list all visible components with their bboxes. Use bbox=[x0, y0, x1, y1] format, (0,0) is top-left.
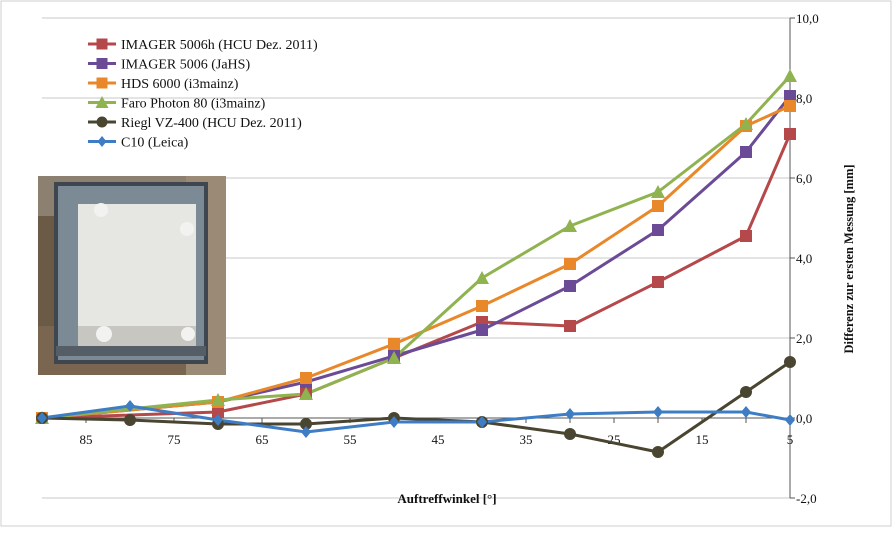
legend-label: HDS 6000 (i3mainz) bbox=[121, 77, 239, 92]
data-point bbox=[97, 136, 107, 147]
legend-label: IMAGER 5006 (JaHS) bbox=[121, 58, 250, 73]
y-axis-label: Differenz zur ersten Messung [mm] bbox=[842, 164, 856, 353]
x-tick-label: 65 bbox=[256, 432, 269, 447]
data-point bbox=[211, 393, 225, 406]
data-point bbox=[565, 408, 575, 420]
data-point bbox=[96, 77, 108, 89]
y-tick-label: 10,0 bbox=[796, 11, 819, 26]
x-tick-label: 75 bbox=[168, 432, 181, 447]
data-point bbox=[124, 414, 136, 426]
data-point bbox=[476, 324, 488, 336]
data-point bbox=[389, 416, 399, 428]
data-point bbox=[564, 258, 576, 270]
series-markers bbox=[35, 69, 797, 458]
data-point bbox=[387, 351, 401, 364]
y-tick-label: 2,0 bbox=[796, 331, 812, 346]
data-point bbox=[783, 69, 797, 82]
data-point bbox=[299, 387, 313, 400]
data-point bbox=[213, 414, 223, 426]
y-tick-label: 8,0 bbox=[796, 91, 812, 106]
data-point bbox=[96, 58, 108, 69]
data-point bbox=[652, 200, 664, 212]
data-point bbox=[651, 185, 665, 198]
data-point bbox=[741, 406, 751, 418]
data-point bbox=[95, 96, 109, 108]
x-tick-label: 5 bbox=[787, 432, 794, 447]
data-point bbox=[652, 276, 664, 288]
data-point bbox=[740, 230, 752, 242]
data-point bbox=[475, 271, 489, 284]
data-point bbox=[300, 372, 312, 384]
data-point bbox=[388, 338, 400, 350]
data-point bbox=[740, 146, 752, 158]
data-point bbox=[653, 406, 663, 418]
legend-label: IMAGER 5006h (HCU Dez. 2011) bbox=[121, 38, 318, 53]
data-point bbox=[564, 280, 576, 292]
data-point bbox=[739, 117, 753, 130]
inset-photo bbox=[38, 176, 226, 375]
data-point bbox=[563, 219, 577, 232]
series-line bbox=[41, 360, 791, 454]
data-point bbox=[564, 320, 576, 332]
y-tick-label: 6,0 bbox=[796, 171, 812, 186]
data-point bbox=[740, 386, 752, 398]
y-tick-label: -2,0 bbox=[796, 491, 817, 506]
data-point bbox=[785, 414, 795, 426]
legend: IMAGER 5006h (HCU Dez. 2011) IMAGER 5006 … bbox=[88, 38, 318, 151]
x-tick-label: 85 bbox=[80, 432, 93, 447]
data-point bbox=[784, 356, 796, 368]
data-point bbox=[784, 90, 796, 102]
data-point bbox=[652, 446, 664, 458]
test-panel-photo bbox=[38, 176, 226, 375]
data-point bbox=[652, 224, 664, 236]
x-tick-label: 35 bbox=[520, 432, 533, 447]
data-point bbox=[564, 428, 576, 440]
data-point bbox=[300, 418, 312, 430]
x-tick-label: 45 bbox=[432, 432, 445, 447]
data-point bbox=[784, 100, 796, 112]
data-point bbox=[477, 416, 487, 428]
y-tick-label: 0,0 bbox=[796, 411, 812, 426]
x-tick-label: 55 bbox=[344, 432, 357, 447]
data-point bbox=[476, 300, 488, 312]
legend-label: Riegl VZ-400 (HCU Dez. 2011) bbox=[121, 116, 302, 131]
data-point bbox=[37, 412, 47, 424]
x-axis-label: Auftreffwinkel [°] bbox=[397, 491, 496, 506]
data-point bbox=[96, 38, 108, 50]
data-point bbox=[301, 426, 311, 438]
y-tick-label: 4,0 bbox=[796, 251, 812, 266]
series-line bbox=[41, 404, 791, 434]
legend-label: Faro Photon 80 (i3mainz) bbox=[121, 97, 266, 112]
data-point bbox=[784, 128, 796, 140]
data-point bbox=[212, 406, 224, 418]
x-tick-label: 15 bbox=[696, 432, 709, 447]
data-point bbox=[96, 116, 108, 128]
legend-label: C10 (Leica) bbox=[121, 136, 189, 151]
data-point bbox=[125, 400, 135, 412]
